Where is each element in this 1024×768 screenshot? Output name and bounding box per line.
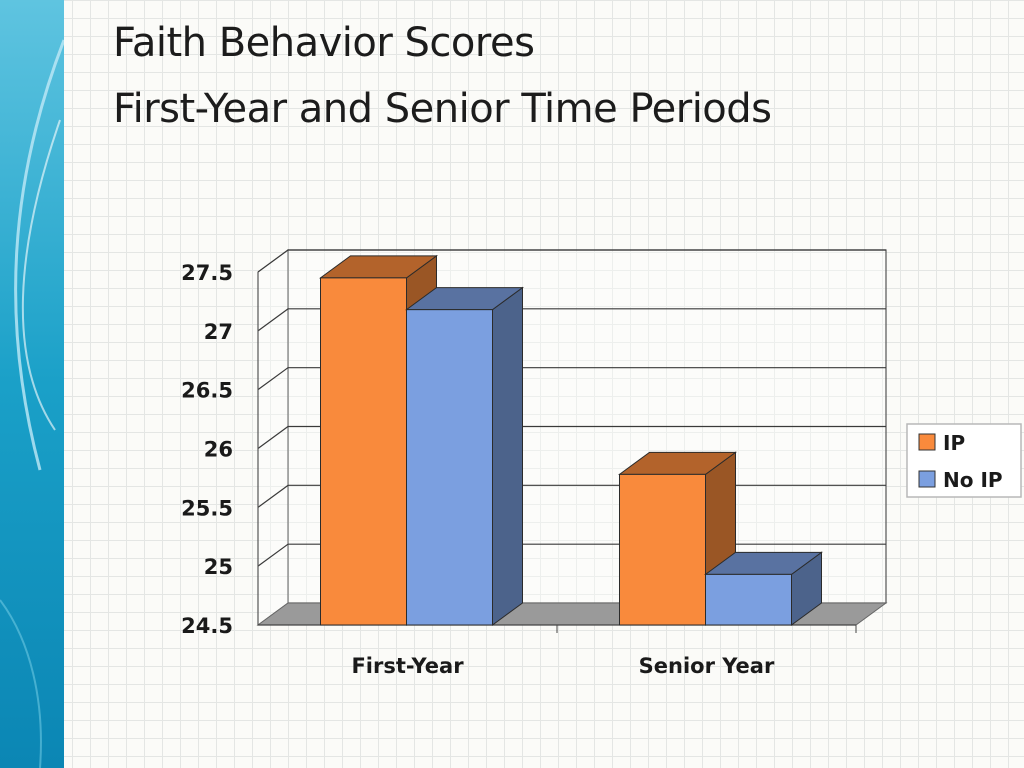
gridline — [257, 308, 886, 332]
y-tick-label: 25 — [204, 555, 233, 579]
x-category-label: Senior Year — [639, 654, 775, 678]
legend-swatch-no-ip — [918, 470, 936, 488]
legend-label-no-ip: No IP — [943, 468, 1003, 492]
slide-title-line-1: Faith Behavior Scores — [113, 20, 535, 66]
legend-swatch-ip — [918, 433, 936, 451]
x-category-label: First-Year — [351, 654, 464, 678]
legend-label-ip: IP — [943, 431, 965, 455]
y-tick-label: 26 — [204, 438, 233, 462]
gridline — [257, 367, 886, 391]
y-tick-label: 27.5 — [181, 261, 233, 285]
gridline — [257, 249, 886, 273]
gridline — [257, 425, 886, 449]
decorative-side-band — [0, 0, 64, 768]
bar-no-ip-2 — [703, 551, 824, 626]
chart-legend: IP No IP — [906, 423, 1022, 498]
y-tick-label: 25.5 — [181, 496, 233, 520]
bar-no-ip-1 — [404, 286, 525, 626]
slide-title-line-2: First-Year and Senior Time Periods — [113, 86, 772, 132]
y-tick-label: 26.5 — [181, 379, 233, 403]
y-tick-label: 24.5 — [181, 614, 233, 638]
y-tick-label: 27 — [204, 320, 233, 344]
